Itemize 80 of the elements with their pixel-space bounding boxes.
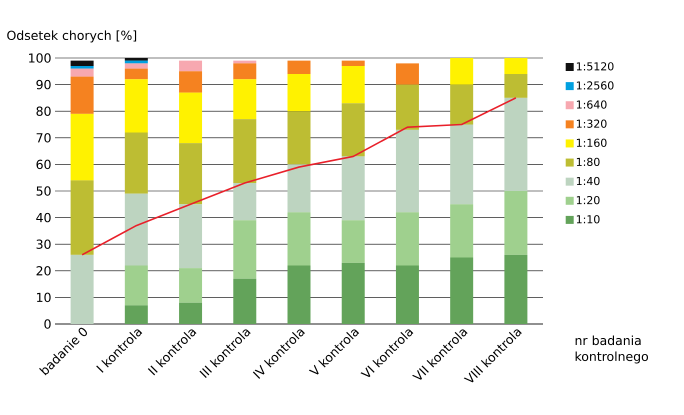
bar <box>124 132 148 194</box>
legend-label: 1:20 <box>576 196 600 204</box>
y-tick-label: 90 <box>36 80 51 90</box>
y-tick-label: 10 <box>37 292 51 302</box>
bar <box>233 119 256 184</box>
bar <box>70 68 94 77</box>
bar <box>450 258 474 324</box>
bar <box>179 268 202 303</box>
y-tick-label: 40 <box>36 212 51 222</box>
legend-label: 1:2560 <box>576 81 614 90</box>
bar <box>396 63 419 85</box>
bar <box>450 84 474 124</box>
bar <box>70 114 94 180</box>
bar <box>70 60 94 66</box>
bar <box>124 68 148 80</box>
y-tick-label: 0 <box>44 319 51 329</box>
bar <box>179 60 202 72</box>
y-tick-label: 50 <box>36 186 51 196</box>
bar <box>450 204 474 258</box>
legend-label: 1:160 <box>576 138 607 147</box>
y-axis-title: Odsetek chorych [%] <box>7 30 136 42</box>
bar <box>342 262 365 324</box>
bar <box>124 63 148 69</box>
bar <box>342 66 365 104</box>
bar <box>396 212 419 266</box>
bar <box>504 74 528 98</box>
bar <box>233 60 256 64</box>
bar <box>233 220 256 279</box>
bar <box>233 63 256 80</box>
y-tick-label: 80 <box>36 106 51 116</box>
bar <box>124 79 148 132</box>
bar <box>70 76 94 114</box>
x-axis-title: nr badania kontrolnego <box>576 336 648 364</box>
bar <box>70 180 94 255</box>
bar <box>124 194 148 266</box>
bar <box>288 164 310 212</box>
y-tick-label: 70 <box>36 133 51 143</box>
bar <box>70 66 94 69</box>
y-tick-label: 60 <box>36 160 51 170</box>
bar <box>504 58 528 74</box>
bar <box>124 60 148 64</box>
line-series <box>81 97 517 256</box>
bar <box>450 58 474 85</box>
bar <box>504 254 528 324</box>
bar <box>179 92 202 144</box>
y-tick-label: 30 <box>36 239 51 249</box>
legend-label: 1:320 <box>576 120 607 128</box>
bar <box>179 143 202 204</box>
bar <box>124 305 148 324</box>
bar <box>396 84 419 130</box>
legend-label: 1:40 <box>576 176 600 186</box>
bar <box>288 74 310 112</box>
bar <box>124 265 148 306</box>
bar <box>70 254 94 324</box>
bar <box>450 124 474 204</box>
y-tick-label: 20 <box>36 266 51 276</box>
legend-label: 1:640 <box>576 100 607 109</box>
bar <box>179 71 202 93</box>
bar <box>504 98 528 191</box>
bar <box>288 265 310 324</box>
bar <box>233 183 256 220</box>
bar <box>288 212 310 266</box>
bar <box>233 278 256 324</box>
bar <box>342 103 365 156</box>
bar <box>342 60 365 66</box>
bar <box>342 156 365 220</box>
bar <box>342 220 365 263</box>
bar <box>124 58 148 61</box>
bar <box>288 111 310 164</box>
bar <box>288 60 310 74</box>
legend-label: 1:10 <box>576 215 600 224</box>
bar <box>233 79 256 120</box>
bar <box>504 191 528 255</box>
bar <box>179 302 202 324</box>
y-tick-label: 100 <box>29 53 51 63</box>
legend-label: 1:5120 <box>576 62 614 70</box>
bar <box>396 265 419 324</box>
legend-label: 1:80 <box>576 158 600 166</box>
bar <box>396 130 419 212</box>
bar <box>179 204 202 268</box>
